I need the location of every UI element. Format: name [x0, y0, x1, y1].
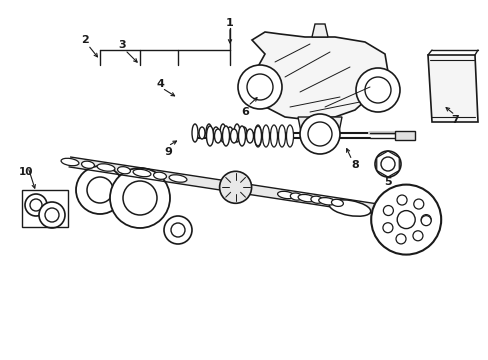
Circle shape	[219, 171, 251, 203]
Ellipse shape	[213, 127, 219, 139]
Ellipse shape	[97, 164, 115, 171]
Ellipse shape	[328, 200, 370, 216]
Circle shape	[299, 114, 339, 154]
Ellipse shape	[81, 161, 94, 168]
Circle shape	[163, 216, 192, 244]
Ellipse shape	[262, 125, 269, 147]
Polygon shape	[69, 157, 430, 222]
Text: 5: 5	[384, 177, 391, 187]
Ellipse shape	[117, 167, 130, 174]
Ellipse shape	[246, 129, 253, 143]
Circle shape	[364, 77, 390, 103]
Ellipse shape	[331, 199, 343, 206]
Ellipse shape	[206, 126, 213, 146]
Ellipse shape	[226, 127, 232, 139]
Circle shape	[380, 157, 394, 171]
Circle shape	[370, 185, 440, 255]
Ellipse shape	[290, 193, 302, 200]
Ellipse shape	[298, 194, 314, 202]
Ellipse shape	[169, 175, 186, 182]
Circle shape	[374, 151, 400, 177]
Polygon shape	[394, 131, 414, 140]
Ellipse shape	[238, 126, 245, 146]
Polygon shape	[297, 117, 341, 137]
Text: 7: 7	[450, 115, 458, 125]
Circle shape	[30, 199, 42, 211]
Circle shape	[420, 216, 430, 226]
Ellipse shape	[270, 125, 277, 147]
Circle shape	[25, 194, 47, 216]
Text: 6: 6	[241, 107, 248, 117]
Ellipse shape	[220, 124, 225, 142]
Polygon shape	[427, 55, 477, 122]
Circle shape	[76, 166, 124, 214]
Ellipse shape	[192, 124, 198, 142]
Circle shape	[413, 199, 423, 209]
Ellipse shape	[277, 191, 294, 199]
Ellipse shape	[222, 126, 229, 146]
Circle shape	[87, 177, 113, 203]
Circle shape	[395, 234, 405, 244]
Ellipse shape	[310, 196, 322, 203]
Polygon shape	[311, 24, 327, 37]
Circle shape	[412, 231, 422, 241]
Ellipse shape	[153, 172, 166, 179]
Ellipse shape	[230, 129, 237, 143]
Circle shape	[396, 211, 414, 229]
Circle shape	[123, 181, 157, 215]
Circle shape	[110, 168, 170, 228]
Ellipse shape	[133, 169, 151, 177]
Ellipse shape	[286, 125, 293, 147]
Ellipse shape	[241, 127, 246, 139]
Text: 4: 4	[156, 79, 163, 89]
Circle shape	[171, 223, 184, 237]
Text: 9: 9	[164, 147, 172, 157]
Ellipse shape	[318, 198, 335, 205]
Text: 1: 1	[225, 18, 233, 28]
Ellipse shape	[254, 125, 261, 147]
Polygon shape	[378, 204, 394, 216]
Ellipse shape	[254, 126, 261, 146]
Text: 8: 8	[350, 160, 358, 170]
Circle shape	[45, 208, 59, 222]
Circle shape	[246, 74, 272, 100]
Circle shape	[420, 215, 430, 225]
Text: 10: 10	[19, 167, 33, 177]
Circle shape	[396, 195, 406, 205]
Ellipse shape	[61, 158, 79, 166]
Circle shape	[355, 68, 399, 112]
Circle shape	[382, 223, 392, 233]
Text: 2: 2	[81, 35, 89, 45]
Circle shape	[383, 206, 392, 216]
Text: 3: 3	[118, 40, 125, 50]
Ellipse shape	[214, 129, 221, 143]
Circle shape	[238, 65, 282, 109]
Ellipse shape	[234, 124, 240, 142]
Circle shape	[39, 202, 65, 228]
Ellipse shape	[199, 127, 204, 139]
Ellipse shape	[205, 124, 212, 142]
Circle shape	[307, 122, 331, 146]
Ellipse shape	[278, 125, 285, 147]
Polygon shape	[251, 32, 387, 120]
